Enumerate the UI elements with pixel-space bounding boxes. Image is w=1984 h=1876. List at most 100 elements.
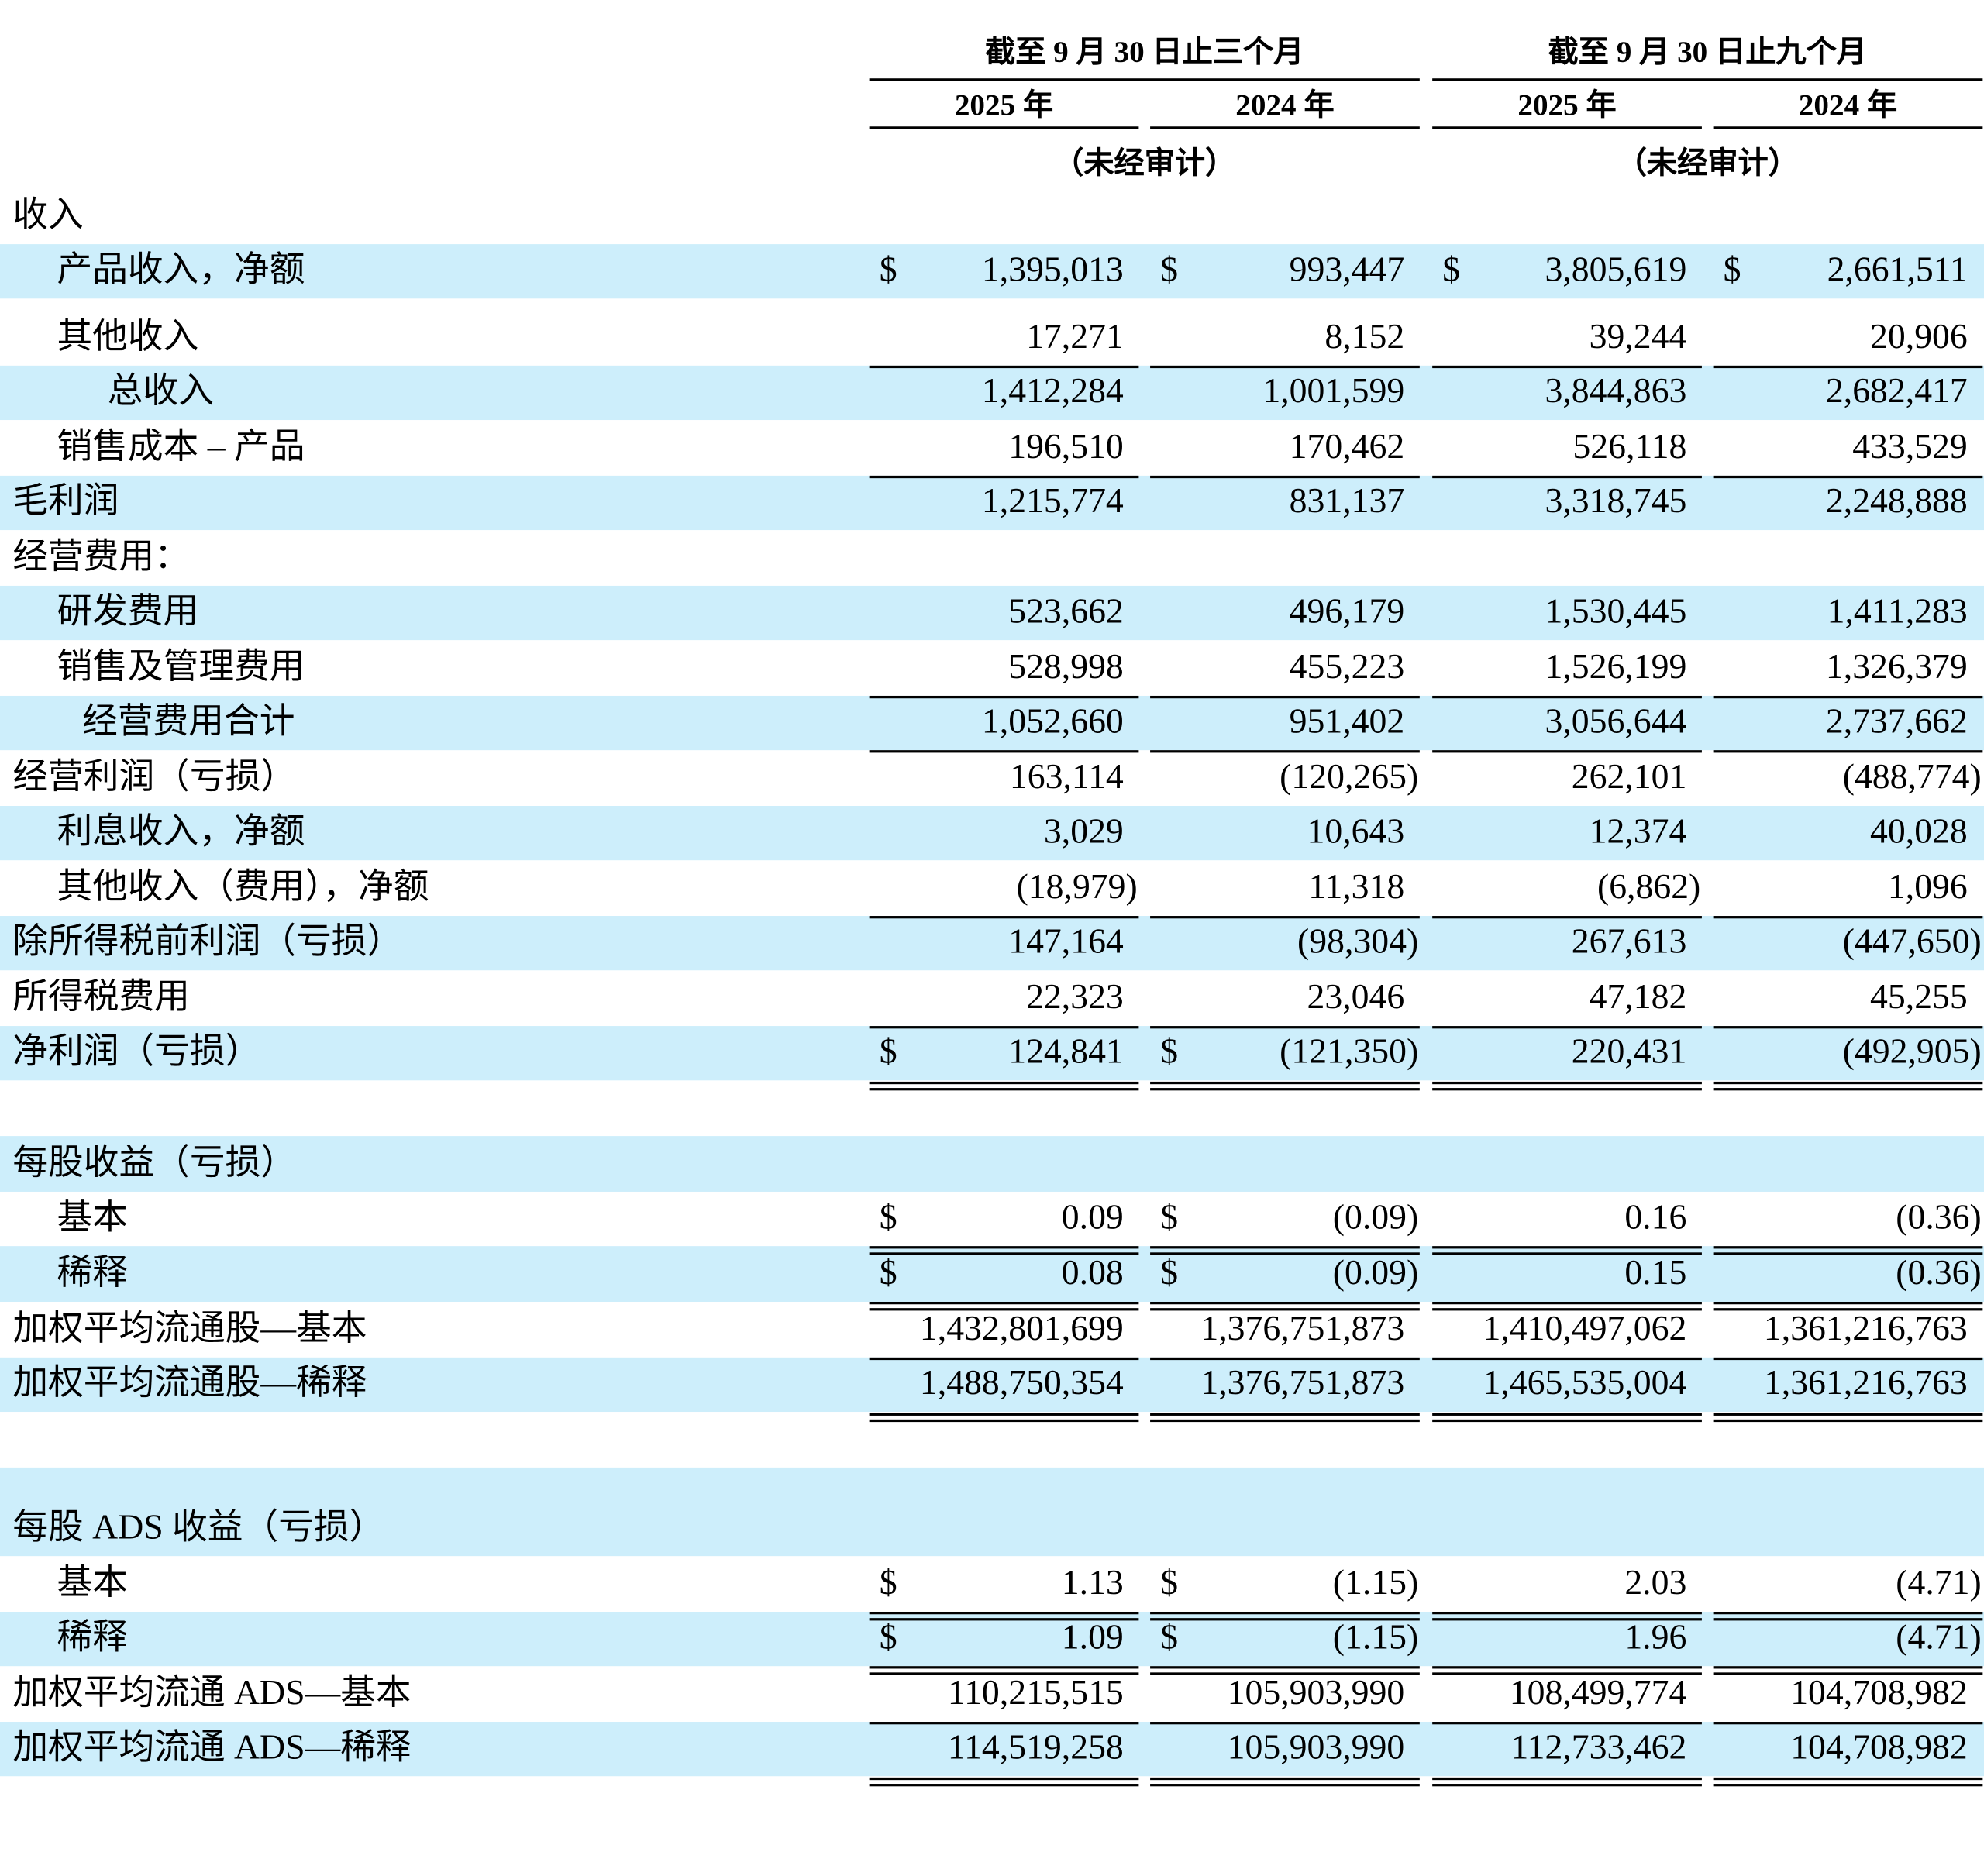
rule bbox=[1432, 365, 1702, 369]
rule bbox=[1150, 750, 1420, 753]
amount: (488,774) bbox=[1842, 757, 1982, 797]
rule bbox=[1432, 126, 1702, 129]
currency: $ bbox=[1723, 250, 1741, 290]
group-title: 截至 9 月 30 日止九个月 bbox=[1548, 36, 1867, 70]
rule bbox=[1713, 916, 1983, 919]
row-shade bbox=[0, 1467, 1984, 1557]
rule bbox=[1713, 1026, 1983, 1029]
row-label: 其他收入（费用），净额 bbox=[57, 867, 429, 907]
rule bbox=[1432, 916, 1702, 919]
amount: 196,510 bbox=[1008, 427, 1124, 467]
amount: 262,101 bbox=[1571, 757, 1687, 797]
rule bbox=[1432, 475, 1702, 479]
row-label: 净利润（亏损） bbox=[12, 1032, 261, 1072]
rule bbox=[1432, 695, 1702, 699]
rule bbox=[1432, 1026, 1702, 1029]
row-shade bbox=[0, 1357, 1984, 1413]
row-label: 销售及管理费用 bbox=[57, 647, 305, 687]
rule bbox=[1150, 1672, 1420, 1675]
amount: 1,412,284 bbox=[981, 371, 1124, 411]
amount: 17,271 bbox=[1026, 317, 1124, 357]
amount: 163,114 bbox=[1009, 757, 1124, 797]
rule bbox=[869, 126, 1139, 129]
rule bbox=[1432, 1618, 1702, 1621]
amount: (0.36) bbox=[1896, 1253, 1982, 1293]
amount: 2,682,417 bbox=[1825, 371, 1968, 411]
row-label: 稀释 bbox=[57, 1618, 128, 1657]
amount: 3,029 bbox=[1043, 812, 1124, 852]
amount: (98,304) bbox=[1297, 922, 1419, 962]
amount: 455,223 bbox=[1289, 647, 1405, 687]
rule bbox=[869, 1246, 1139, 1249]
amount: 433,529 bbox=[1852, 427, 1968, 467]
amount: 105,903,990 bbox=[1227, 1673, 1405, 1713]
row-label: 每股收益（亏损） bbox=[12, 1143, 297, 1183]
amount: 1,096 bbox=[1887, 867, 1968, 907]
rule bbox=[1150, 1784, 1420, 1787]
amount: 3,844,863 bbox=[1545, 371, 1687, 411]
row-label: 除所得税前利润（亏损） bbox=[12, 922, 403, 962]
amount: 1,052,660 bbox=[981, 702, 1124, 742]
row-shade bbox=[0, 365, 1984, 421]
rule bbox=[869, 1611, 1139, 1615]
amount: 170,462 bbox=[1289, 427, 1405, 467]
currency: $ bbox=[1160, 1563, 1178, 1603]
row-shade bbox=[0, 1136, 1984, 1192]
rule bbox=[1150, 1618, 1420, 1621]
amount: 1,526,199 bbox=[1545, 647, 1687, 687]
rule bbox=[869, 78, 1420, 81]
amount: 523,662 bbox=[1008, 592, 1124, 632]
rule bbox=[1432, 750, 1702, 753]
row-label: 经营费用合计 bbox=[82, 702, 295, 742]
rule bbox=[1713, 1666, 1983, 1669]
amount: 1,488,750,354 bbox=[919, 1363, 1124, 1403]
year-label: 2025 年 bbox=[1517, 89, 1617, 123]
note: （未经审计） bbox=[1616, 148, 1799, 181]
amount: 1.96 bbox=[1624, 1618, 1687, 1657]
rule bbox=[1432, 1777, 1702, 1781]
row-label: 收入 bbox=[12, 196, 84, 236]
amount: 45,255 bbox=[1870, 978, 1968, 1017]
amount: 831,137 bbox=[1289, 482, 1405, 521]
amount: 2,661,511 bbox=[1827, 250, 1968, 290]
row-shade bbox=[0, 1246, 1984, 1302]
amount: 220,431 bbox=[1571, 1032, 1687, 1072]
year-label: 2024 年 bbox=[1798, 89, 1898, 123]
rule bbox=[869, 750, 1139, 753]
row-label: 加权平均流通股—基本 bbox=[12, 1309, 367, 1349]
rule bbox=[869, 695, 1139, 699]
row-label: 基本 bbox=[57, 1563, 128, 1603]
currency: $ bbox=[879, 1618, 897, 1657]
rule bbox=[1713, 365, 1983, 369]
rule bbox=[1713, 1413, 1983, 1416]
amount: 951,402 bbox=[1289, 702, 1405, 742]
amount: 1,410,497,062 bbox=[1483, 1309, 1687, 1349]
currency: $ bbox=[879, 1563, 897, 1603]
rule bbox=[1150, 1611, 1420, 1615]
amount: 147,164 bbox=[1008, 922, 1124, 962]
amount: 1,326,379 bbox=[1825, 647, 1968, 687]
amount: 10,643 bbox=[1307, 812, 1405, 852]
rule bbox=[1150, 1413, 1420, 1416]
rule bbox=[1150, 695, 1420, 699]
rule bbox=[1150, 1301, 1420, 1305]
rule bbox=[1713, 1081, 1983, 1085]
rule bbox=[1150, 1357, 1420, 1361]
amount: 1,465,535,004 bbox=[1483, 1363, 1687, 1403]
rule bbox=[869, 1088, 1139, 1091]
row-label: 经营费用： bbox=[12, 537, 190, 577]
rule bbox=[869, 1301, 1139, 1305]
amount: 1,361,216,763 bbox=[1763, 1363, 1968, 1403]
amount: (0.36) bbox=[1896, 1198, 1982, 1237]
amount: (18,979) bbox=[1016, 867, 1138, 907]
amount: 0.16 bbox=[1624, 1198, 1687, 1237]
rule bbox=[1432, 1088, 1702, 1091]
amount: 105,903,990 bbox=[1227, 1728, 1405, 1768]
row-shade bbox=[0, 695, 1984, 751]
row-label: 销售成本 – 产品 bbox=[57, 427, 305, 467]
rule bbox=[1713, 1308, 1983, 1311]
rule bbox=[1713, 126, 1983, 129]
rule bbox=[869, 1618, 1139, 1621]
rule bbox=[869, 1308, 1139, 1311]
rule bbox=[1432, 1301, 1702, 1305]
